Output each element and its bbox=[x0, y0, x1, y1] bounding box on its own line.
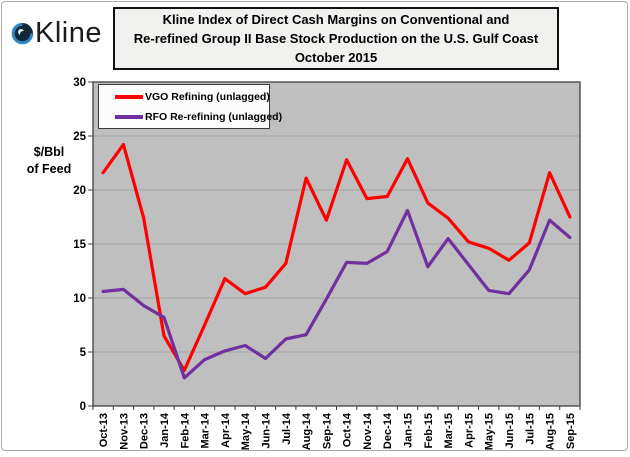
x-axis-tick-label: Aug-15 bbox=[545, 413, 557, 450]
x-axis-tick-label: Feb-14 bbox=[179, 412, 191, 448]
y-axis-unit-line2: of Feed bbox=[26, 162, 72, 176]
x-axis-tick-label: Dec-14 bbox=[382, 412, 394, 449]
legend-label-rfo: RFO Re-refining (unlagged) bbox=[145, 110, 283, 123]
y-axis-unit-line1: $/Bbl bbox=[33, 145, 65, 159]
y-axis-tick-label: 0 bbox=[80, 401, 86, 413]
legend-item-vgo: VGO Refining (unlagged) bbox=[115, 87, 270, 107]
kline-logo-text: Kline bbox=[35, 17, 102, 49]
outer-border bbox=[1, 1, 628, 451]
x-axis-tick-label: Sep-14 bbox=[321, 412, 333, 449]
x-axis-tick-label: Dec-13 bbox=[139, 413, 151, 449]
x-axis-tick-label: Aug-14 bbox=[301, 412, 313, 450]
x-axis-tick-label: Apr-15 bbox=[463, 413, 475, 448]
x-axis-tick-label: Sep-15 bbox=[565, 413, 577, 449]
x-axis-tick-label: Nov-14 bbox=[362, 412, 374, 450]
x-axis-tick-label: Mar-14 bbox=[200, 412, 212, 448]
kline-logo: Kline bbox=[11, 17, 102, 50]
y-axis-tick-label: 30 bbox=[73, 77, 86, 89]
x-axis-tick-label: Mar-15 bbox=[443, 413, 455, 448]
x-axis-tick-label: Jan-15 bbox=[403, 413, 415, 448]
x-axis-tick-label: Feb-15 bbox=[423, 413, 435, 448]
rfo-line-swatch bbox=[115, 114, 143, 119]
x-axis-tick-label: Jan-14 bbox=[159, 412, 171, 448]
y-axis-unit-label: $/Bbl of Feed bbox=[20, 144, 78, 178]
x-axis-tick-label: Nov-13 bbox=[118, 413, 130, 450]
legend-item-rfo: RFO Re-refining (unlagged) bbox=[115, 107, 282, 127]
x-axis-tick-label: Jun-14 bbox=[260, 412, 272, 448]
title-line-2: Re-refined Group II Base Stock Productio… bbox=[133, 31, 539, 46]
title-box: Kline Index of Direct Cash Margins on Co… bbox=[113, 7, 559, 70]
legend-label-vgo: VGO Refining (unlagged) bbox=[145, 90, 270, 103]
x-axis-tick-label: Jul-14 bbox=[281, 412, 293, 445]
y-axis-tick-label: 20 bbox=[73, 185, 86, 197]
series-line-rfo bbox=[101, 208, 572, 380]
y-axis-tick-label: 25 bbox=[73, 131, 86, 143]
title-line-3: October 2015 bbox=[294, 50, 378, 65]
title-line-1: Kline Index of Direct Cash Margins on Co… bbox=[162, 12, 510, 27]
x-axis-tick-label: May-15 bbox=[484, 413, 496, 450]
x-axis-tick-label: Oct-13 bbox=[98, 413, 110, 447]
y-axis-tick-label: 15 bbox=[73, 239, 86, 251]
y-axis-tick-label: 10 bbox=[73, 293, 86, 305]
kline-logo-icon bbox=[11, 22, 34, 45]
y-axis-tick-label: 5 bbox=[80, 347, 87, 359]
legend: VGO Refining (unlagged) RFO Re-refining … bbox=[98, 84, 282, 129]
x-axis-tick-label: Jul-15 bbox=[524, 413, 536, 445]
x-axis-tick-label: May-14 bbox=[240, 412, 252, 450]
vgo-line-swatch bbox=[115, 94, 143, 99]
x-axis-tick-label: Apr-14 bbox=[220, 412, 232, 448]
x-axis-tick-label: Oct-14 bbox=[342, 412, 354, 447]
x-axis-tick-label: Jun-15 bbox=[504, 413, 516, 448]
